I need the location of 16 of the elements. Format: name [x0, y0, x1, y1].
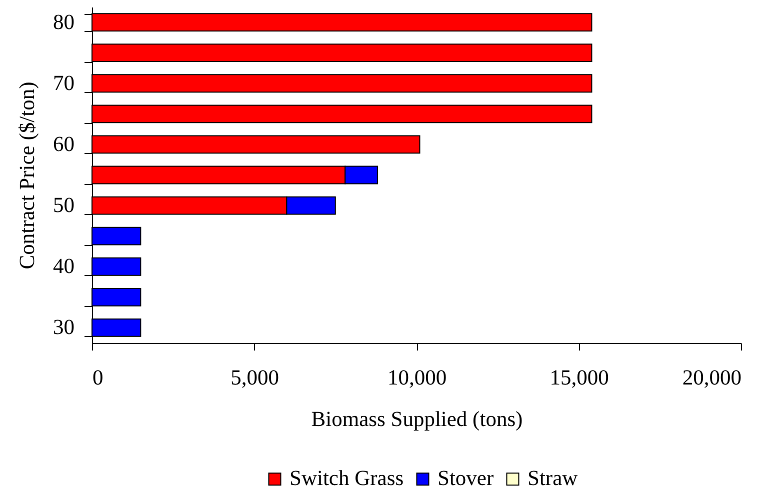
- legend-label: Stover: [438, 466, 494, 489]
- x-tick-label: 0: [92, 366, 104, 390]
- x-axis-title: Biomass Supplied (tons): [311, 407, 523, 431]
- legend-label: Straw: [528, 466, 578, 489]
- y-axis-title: Contract Price ($/ton): [15, 82, 39, 270]
- y-tick-label: 30: [53, 315, 74, 340]
- y-tick-label: 40: [53, 254, 74, 278]
- y-tick-label: 70: [53, 70, 74, 95]
- y-tick-label: 50: [53, 193, 74, 218]
- legend-label: Switch Grass: [290, 466, 404, 489]
- x-tick-label: 10,000: [387, 366, 447, 390]
- x-tick-label: 15,000: [550, 366, 609, 390]
- x-tick-label: 5,000: [230, 366, 279, 390]
- y-tick-label: 80: [53, 10, 74, 34]
- y-tick-label: 60: [53, 132, 74, 156]
- x-tick-label: 20,000: [682, 366, 742, 390]
